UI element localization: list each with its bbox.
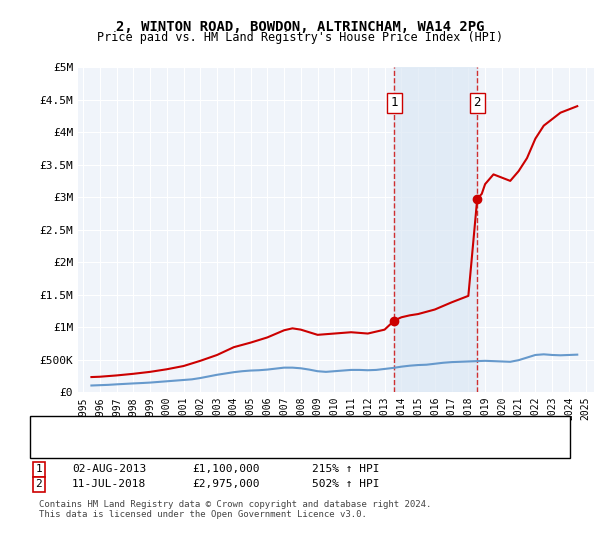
Text: £2,975,000: £2,975,000	[192, 479, 260, 489]
Text: 2: 2	[473, 96, 481, 109]
Text: £1,100,000: £1,100,000	[192, 464, 260, 474]
Text: 2: 2	[35, 479, 43, 489]
Text: Price paid vs. HM Land Registry's House Price Index (HPI): Price paid vs. HM Land Registry's House …	[97, 31, 503, 44]
Bar	[394, 67, 477, 392]
Text: 1: 1	[35, 464, 43, 474]
Text: 2, WINTON ROAD, BOWDON, ALTRINCHAM, WA14 2PG (detached house): 2, WINTON ROAD, BOWDON, ALTRINCHAM, WA14…	[84, 427, 465, 437]
Text: 11-JUL-2018: 11-JUL-2018	[72, 479, 146, 489]
Text: Contains HM Land Registry data © Crown copyright and database right 2024.
This d: Contains HM Land Registry data © Crown c…	[39, 500, 431, 519]
Text: 02-AUG-2013: 02-AUG-2013	[72, 464, 146, 474]
Text: HPI: Average price, detached house, Trafford: HPI: Average price, detached house, Traf…	[84, 440, 359, 450]
Text: 215% ↑ HPI: 215% ↑ HPI	[312, 464, 380, 474]
Text: 502% ↑ HPI: 502% ↑ HPI	[312, 479, 380, 489]
Text: 1: 1	[391, 96, 398, 109]
Text: 2, WINTON ROAD, BOWDON, ALTRINCHAM, WA14 2PG: 2, WINTON ROAD, BOWDON, ALTRINCHAM, WA14…	[116, 20, 484, 34]
